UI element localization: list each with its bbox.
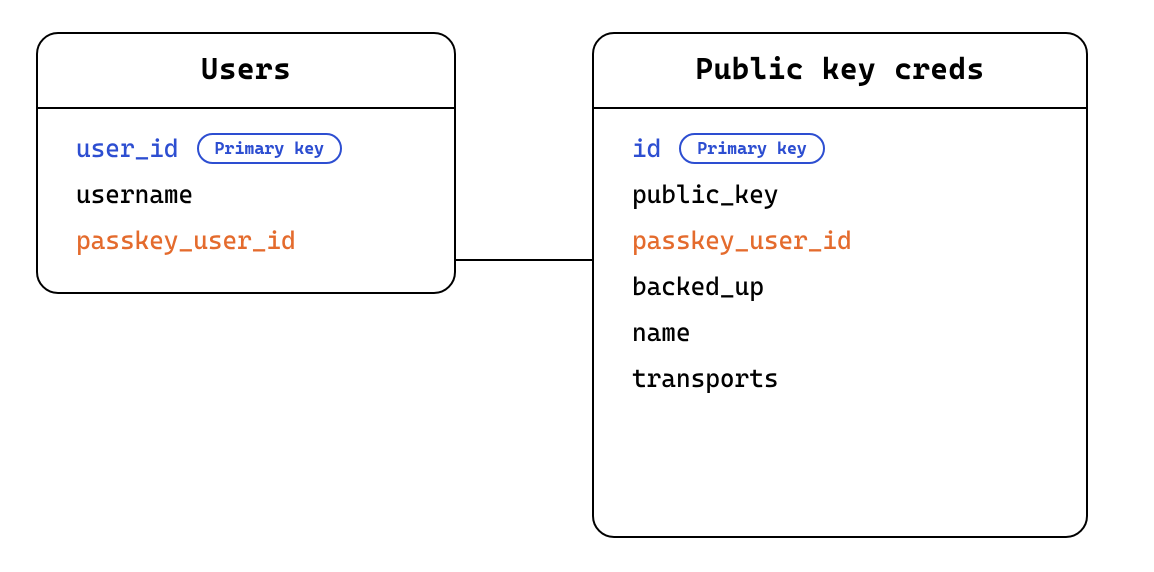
field-name: user_id: [76, 134, 179, 164]
field-name: transports: [632, 364, 778, 394]
field-users-username: username: [76, 180, 424, 210]
relationship-line: [456, 259, 592, 261]
field-creds-passkey_user_id: passkey_user_id: [632, 226, 1056, 256]
field-name: backed_up: [632, 272, 764, 302]
field-creds-id: id Primary key: [632, 133, 1056, 164]
entity-users-title: Users: [38, 34, 454, 109]
field-name: passkey_user_id: [76, 226, 296, 256]
entity-creds-title: Public key creds: [594, 34, 1086, 109]
field-creds-name: name: [632, 318, 1056, 348]
entity-users: Users user_id Primary keyusername passkey_…: [36, 32, 456, 294]
entity-creds: Public key creds id Primary key public_key…: [592, 32, 1088, 538]
field-name: passkey_user_id: [632, 226, 852, 256]
field-name: name: [632, 318, 691, 348]
entity-creds-fields: id Primary key public_key passkey_user_idba…: [594, 109, 1086, 420]
field-name: id: [632, 134, 661, 164]
field-users-passkey_user_id: passkey_user_id: [76, 226, 424, 256]
field-creds-transports: transports: [632, 364, 1056, 394]
field-users-user_id: user_id Primary key: [76, 133, 424, 164]
primary-key-badge: Primary key: [679, 133, 825, 164]
field-creds-backed_up: backed_up: [632, 272, 1056, 302]
field-name: username: [76, 180, 193, 210]
entity-users-fields: user_id Primary keyusername passkey_user_i…: [38, 109, 454, 282]
field-name: public_key: [632, 180, 778, 210]
field-creds-public_key: public_key: [632, 180, 1056, 210]
primary-key-badge: Primary key: [197, 133, 343, 164]
